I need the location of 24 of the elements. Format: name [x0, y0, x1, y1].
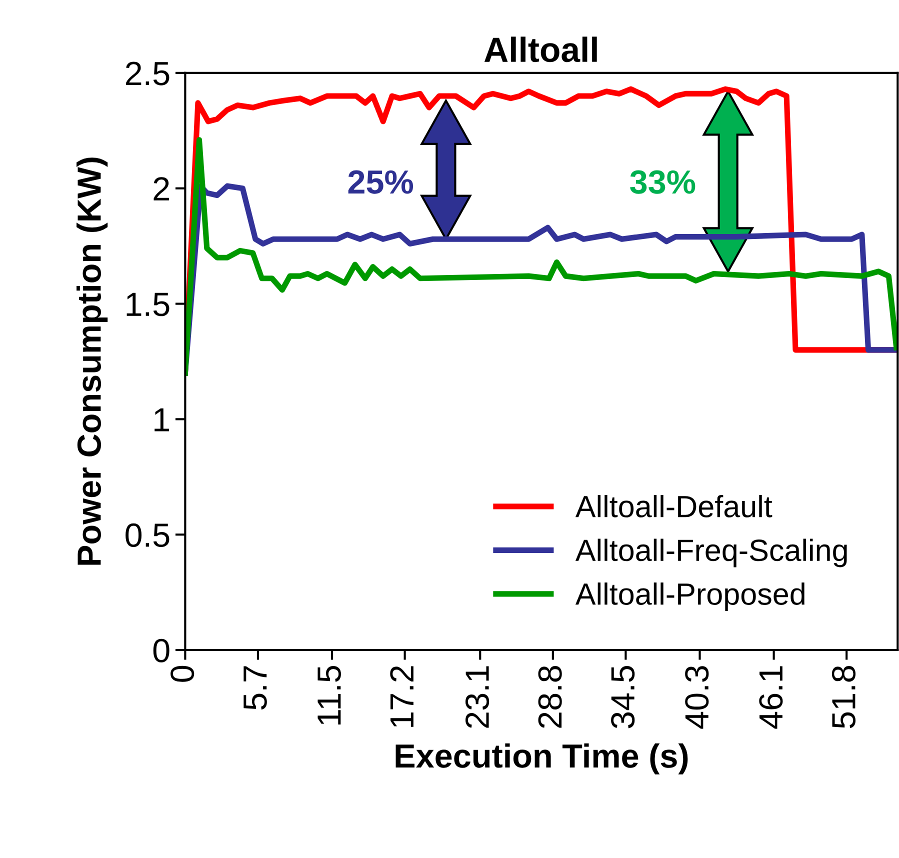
legend-label: Alltoall-Default — [575, 494, 772, 518]
y-axis-title: Power Consumption (KW) — [76, 158, 108, 565]
annotation: 33% — [630, 170, 696, 194]
annotation: 25% — [348, 170, 414, 194]
legend-label: Alltoall-Proposed — [575, 582, 804, 611]
y-tick-label: 2.5 — [126, 62, 170, 86]
x-tick-label: 34.5 — [611, 666, 635, 728]
y-tick-label: 1 — [154, 408, 169, 432]
x-tick-label: 5.7 — [244, 666, 267, 710]
x-tick-label: 40.3 — [685, 666, 709, 729]
x-tick-label: 51.8 — [832, 666, 856, 728]
chart-title: Alltoall — [484, 36, 597, 62]
x-tick-label: 0 — [170, 666, 194, 682]
y-tick-label: 0.5 — [126, 523, 170, 548]
x-tick-label: 11.5 — [318, 666, 341, 724]
legend-label: Alltoall-Freq-Scaling — [575, 538, 847, 568]
x-tick-label: 23.1 — [465, 666, 490, 728]
y-tick-label: 0 — [153, 638, 170, 662]
x-axis-title: Execution Time (s) — [396, 743, 688, 774]
x-tick-label: 28.8 — [538, 666, 562, 728]
y-tick-label: 2 — [154, 177, 169, 200]
x-tick-label: 46.1 — [759, 666, 783, 729]
y-tick-label: 1.5 — [126, 292, 170, 316]
x-tick-label: 17.2 — [390, 666, 414, 727]
